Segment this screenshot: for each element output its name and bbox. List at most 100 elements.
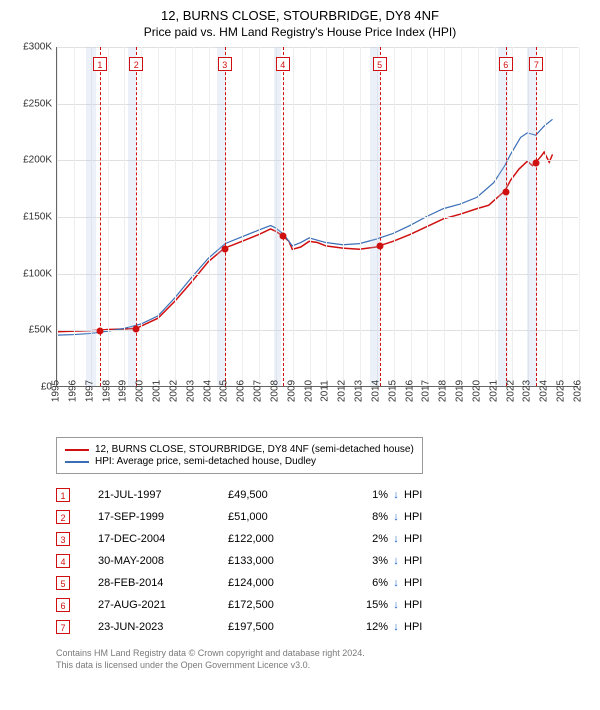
attribution-footer: Contains HM Land Registry data © Crown c…: [56, 648, 588, 671]
x-tick-label: 1999: [118, 380, 129, 402]
x-tick-label: 1996: [67, 380, 78, 402]
y-tick-label: £100K: [23, 268, 52, 279]
y-tick-label: £250K: [23, 98, 52, 109]
vgrid-line: [108, 47, 109, 386]
sales-row-date: 21-JUL-1997: [98, 489, 228, 501]
x-tick-label: 2002: [168, 380, 179, 402]
sales-row-diff: 12%: [328, 621, 388, 633]
down-arrow-icon: ↓: [388, 511, 404, 523]
down-arrow-icon: ↓: [388, 577, 404, 589]
sales-row-diff: 15%: [328, 599, 388, 611]
sales-row-price: £51,000: [228, 511, 328, 523]
x-tick-label: 1995: [51, 380, 62, 402]
sales-row-date: 28-FEB-2014: [98, 577, 228, 589]
sales-row: 430-MAY-2008£133,0003%↓HPI: [56, 550, 588, 572]
vgrid-line: [124, 47, 125, 386]
x-tick-label: 1998: [101, 380, 112, 402]
x-axis: 1995199619971998199920002001200220032004…: [56, 387, 578, 427]
y-tick-label: £200K: [23, 155, 52, 166]
sale-marker-line: [536, 47, 537, 386]
sale-dot: [221, 245, 228, 252]
x-tick-label: 2016: [404, 380, 415, 402]
x-tick-label: 2017: [421, 380, 432, 402]
sales-row-hpi-label: HPI: [404, 489, 434, 501]
sales-row: 217-SEP-1999£51,0008%↓HPI: [56, 506, 588, 528]
legend-item: HPI: Average price, semi-detached house,…: [65, 456, 414, 467]
legend-item: 12, BURNS CLOSE, STOURBRIDGE, DY8 4NF (s…: [65, 444, 414, 455]
sale-dot: [96, 327, 103, 334]
down-arrow-icon: ↓: [388, 599, 404, 611]
vgrid-line: [478, 47, 479, 386]
sales-row-badge: 4: [56, 554, 70, 568]
sales-row-diff: 3%: [328, 555, 388, 567]
x-tick-label: 2009: [286, 380, 297, 402]
legend-label: 12, BURNS CLOSE, STOURBRIDGE, DY8 4NF (s…: [95, 444, 414, 455]
sales-row-date: 23-JUN-2023: [98, 621, 228, 633]
sales-row-badge: 2: [56, 510, 70, 524]
x-tick-label: 2014: [370, 380, 381, 402]
x-tick-label: 2025: [556, 380, 567, 402]
sales-row-date: 27-AUG-2021: [98, 599, 228, 611]
sales-row-hpi-label: HPI: [404, 555, 434, 567]
vgrid-line: [427, 47, 428, 386]
down-arrow-icon: ↓: [388, 489, 404, 501]
sales-row-badge: 1: [56, 488, 70, 502]
sale-marker-line: [136, 47, 137, 386]
sales-row-price: £49,500: [228, 489, 328, 501]
sales-row-badge: 6: [56, 598, 70, 612]
sales-row-price: £197,500: [228, 621, 328, 633]
x-tick-label: 2006: [236, 380, 247, 402]
sale-marker-line: [380, 47, 381, 386]
x-tick-label: 2008: [269, 380, 280, 402]
vgrid-line: [57, 47, 58, 386]
x-tick-label: 2026: [573, 380, 584, 402]
vgrid-line: [444, 47, 445, 386]
sale-dot: [133, 326, 140, 333]
sales-row-hpi-label: HPI: [404, 599, 434, 611]
sales-row-hpi-label: HPI: [404, 621, 434, 633]
sales-row: 1 21-JUL-1997£49,5001%↓HPI: [56, 484, 588, 506]
sales-row-hpi-label: HPI: [404, 533, 434, 545]
vgrid-line: [411, 47, 412, 386]
sale-marker-line: [100, 47, 101, 386]
x-tick-label: 2020: [471, 380, 482, 402]
vgrid-line: [175, 47, 176, 386]
down-arrow-icon: ↓: [388, 621, 404, 633]
vgrid-line: [310, 47, 311, 386]
sale-marker-line: [506, 47, 507, 386]
x-tick-label: 2001: [152, 380, 163, 402]
sale-marker-badge: 5: [373, 57, 387, 71]
x-tick-label: 2023: [522, 380, 533, 402]
sales-row-diff: 2%: [328, 533, 388, 545]
sale-marker-badge: 7: [529, 57, 543, 71]
x-tick-label: 2000: [135, 380, 146, 402]
x-tick-label: 2022: [505, 380, 516, 402]
sale-marker-badge: 3: [218, 57, 232, 71]
chart-legend: 12, BURNS CLOSE, STOURBRIDGE, DY8 4NF (s…: [56, 437, 423, 474]
sales-row-badge: 5: [56, 576, 70, 590]
sales-row-badge: 3: [56, 532, 70, 546]
x-tick-label: 2024: [539, 380, 550, 402]
sales-row-badge: 7: [56, 620, 70, 634]
plot-area: 1234567: [56, 47, 578, 387]
shade-band: [527, 47, 537, 386]
x-tick-label: 2003: [185, 380, 196, 402]
sales-row-diff: 6%: [328, 577, 388, 589]
sale-marker-badge: 6: [499, 57, 513, 71]
sale-marker-badge: 1: [93, 57, 107, 71]
shade-band: [274, 47, 281, 386]
vgrid-line: [394, 47, 395, 386]
vgrid-line: [242, 47, 243, 386]
sale-marker-line: [283, 47, 284, 386]
vgrid-line: [360, 47, 361, 386]
sales-row-diff: 8%: [328, 511, 388, 523]
sales-table: 121-JUL-1997£49,5001%↓HPI217-SEP-1999£51…: [56, 484, 588, 638]
vgrid-line: [326, 47, 327, 386]
sales-row-price: £133,000: [228, 555, 328, 567]
x-tick-label: 2011: [320, 380, 331, 402]
sales-row-date: 17-SEP-1999: [98, 511, 228, 523]
sale-marker-badge: 2: [129, 57, 143, 71]
sales-row-diff: 1%: [328, 489, 388, 501]
x-tick-label: 2007: [253, 380, 264, 402]
sales-row-price: £124,000: [228, 577, 328, 589]
